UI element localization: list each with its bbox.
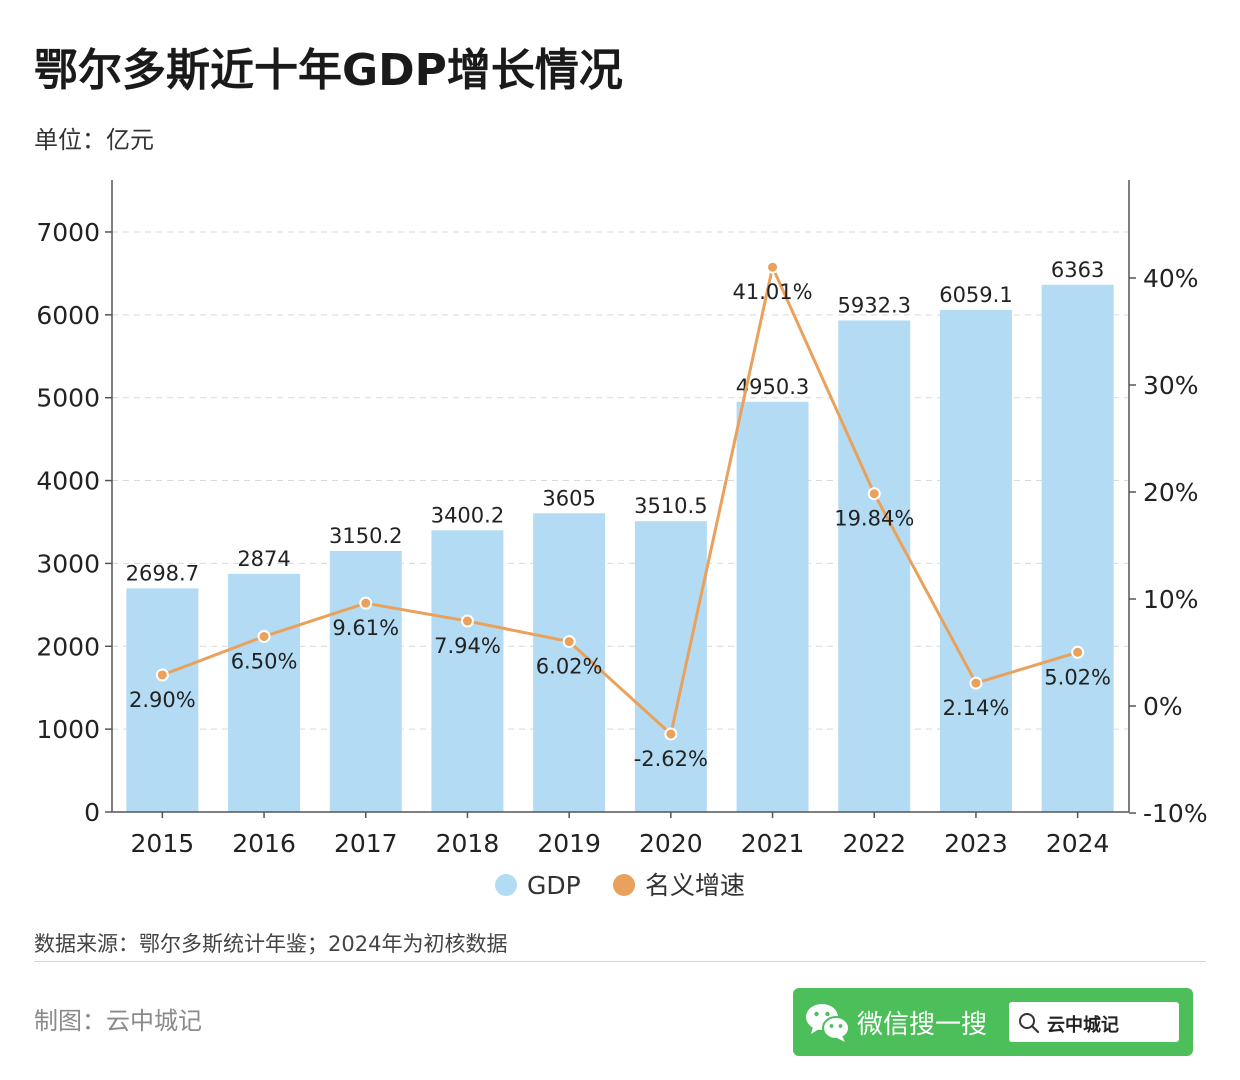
growth-point (155, 668, 169, 682)
growth-label: 2.14% (943, 696, 1010, 720)
gdp-bar (634, 521, 707, 812)
x-tick-label: 2016 (232, 829, 296, 858)
growth-point (664, 727, 678, 741)
wechat-search-text: 云中城记 (1047, 1015, 1119, 1036)
legend-growth-label: 名义增速 (645, 871, 745, 900)
legend-gdp-swatch (495, 874, 517, 896)
gdp-bar-label: 3400.2 (431, 503, 504, 527)
gdp-bar-label: 5932.3 (838, 293, 911, 317)
growth-line (161, 265, 1079, 736)
gdp-bar (736, 401, 809, 812)
gdp-bar (228, 573, 301, 812)
growth-label: 6.02% (536, 655, 603, 679)
legend-growth-swatch (613, 874, 635, 896)
gdp-bar-label: 2874 (237, 547, 290, 571)
growth-label: 5.02% (1044, 665, 1111, 689)
growth-label: -2.62% (634, 747, 708, 771)
x-tick-label: 2017 (334, 829, 398, 858)
search-icon (1019, 1013, 1040, 1034)
legend-gdp-label: GDP (527, 871, 581, 900)
y-right-tick-label: -10% (1143, 799, 1208, 828)
y-right-tick-label: 20% (1143, 478, 1199, 507)
y-right-tick-label: 10% (1143, 585, 1199, 614)
unit-label: 单位：亿元 (34, 126, 154, 154)
y-left-tick-label: 0 (84, 798, 100, 827)
wechat-search-box[interactable]: 云中城记 (1009, 1002, 1179, 1042)
growth-label: 9.61% (332, 616, 399, 640)
gdp-bar (431, 530, 504, 812)
y-left-tick-label: 1000 (36, 715, 100, 744)
gdp-chart: 0 1000 2000 3000 4000 5000 6000 7000 -10% 0% 10% 20… (36, 180, 1208, 900)
x-tick-label: 2024 (1046, 829, 1110, 858)
x-tick-label: 2023 (944, 829, 1008, 858)
growth-label: 6.50% (231, 649, 298, 673)
gdp-bar (1041, 284, 1114, 812)
x-tick-label: 2019 (537, 829, 601, 858)
growth-label: 19.84% (834, 507, 914, 531)
x-tick-label: 2018 (436, 829, 500, 858)
gdp-bar-label: 6059.1 (939, 283, 1012, 307)
x-tick-label: 2021 (741, 829, 805, 858)
gdp-bar (126, 588, 199, 812)
y-left-tick-label: 5000 (36, 384, 100, 413)
gdp-bar (329, 550, 402, 812)
growth-point (257, 629, 271, 643)
y-left-tick-label: 6000 (36, 301, 100, 330)
growth-label: 41.01% (733, 280, 813, 304)
growth-point (969, 676, 983, 690)
growth-point (460, 614, 474, 628)
chart-credit: 制图：云中城记 (34, 1007, 202, 1035)
gdp-bar-label: 3150.2 (329, 524, 402, 548)
gdp-bar-label: 6363 (1051, 258, 1104, 282)
gdp-bar (939, 309, 1012, 812)
y-left-tick-label: 7000 (36, 218, 100, 247)
data-source: 数据来源：鄂尔多斯统计年鉴；2024年为初核数据 (34, 932, 508, 956)
y-left-tick-label: 4000 (36, 467, 100, 496)
y-right-tick-label: 40% (1143, 264, 1199, 293)
growth-point (766, 260, 780, 274)
growth-point (867, 487, 881, 501)
growth-point (359, 596, 373, 610)
wechat-icon (806, 1004, 850, 1042)
chart-title: 鄂尔多斯近十年GDP增长情况 (34, 45, 623, 96)
gdp-bar-label: 3605 (542, 486, 595, 510)
wechat-search-label: 微信搜一搜 (857, 1010, 988, 1040)
growth-label: 2.90% (129, 688, 196, 712)
gdp-bar-label: 3510.5 (634, 494, 707, 518)
y-right-tick-label: 0% (1143, 692, 1183, 721)
gdp-bar (838, 320, 911, 812)
growth-point (1071, 645, 1085, 659)
x-tick-label: 2015 (131, 829, 195, 858)
gdp-bar-label: 2698.7 (126, 561, 199, 585)
x-tick-label: 2020 (639, 829, 703, 858)
growth-label: 7.94% (434, 634, 501, 658)
y-left-tick-label: 3000 (36, 549, 100, 578)
x-tick-label: 2022 (842, 829, 906, 858)
y-left-tick-label: 2000 (36, 632, 100, 661)
wechat-search-banner[interactable]: 微信搜一搜 云中城记 (793, 988, 1193, 1056)
y-right-tick-label: 30% (1143, 371, 1199, 400)
growth-point (562, 635, 576, 649)
divider (34, 961, 1206, 962)
